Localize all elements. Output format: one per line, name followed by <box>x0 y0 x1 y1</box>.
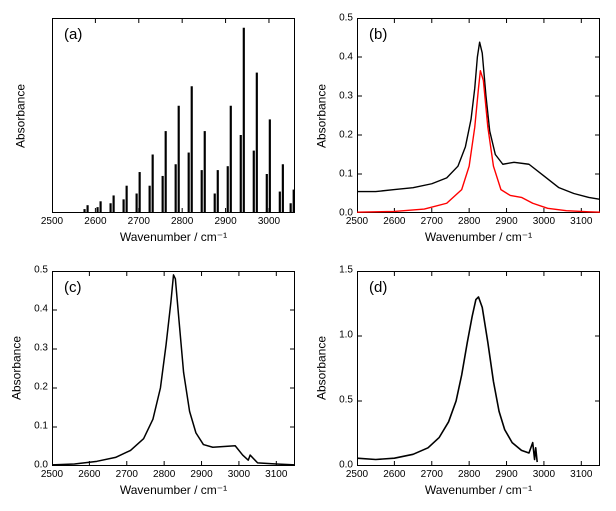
ytick-label: 0.5 <box>339 12 353 23</box>
xtick-label: 2700 <box>421 216 443 227</box>
panel-c: 25002600270028002900300031000.00.10.20.3… <box>10 263 301 502</box>
xtick-label: 3000 <box>533 469 555 480</box>
panel-b: 25002600270028002900300031000.00.10.20.3… <box>315 10 606 249</box>
panel-label: (c) <box>64 279 82 296</box>
xtick-label: 3000 <box>258 216 280 227</box>
panel-label: (d) <box>369 279 387 296</box>
x-axis-label: Wavenumber / cm⁻¹ <box>120 483 227 497</box>
xtick-label: 2700 <box>116 469 138 480</box>
panel-label: (b) <box>369 26 387 43</box>
xtick-label: 2900 <box>214 216 236 227</box>
xtick-label: 2800 <box>458 469 480 480</box>
xtick-label: 2800 <box>153 469 175 480</box>
x-axis-label: Wavenumber / cm⁻¹ <box>425 483 532 497</box>
ytick-label: 0.0 <box>339 207 353 218</box>
panel-a: 2500 2600 2700 2800 2900 3000 (a) Wavenumber / … <box>10 10 301 249</box>
xtick-label: 2700 <box>421 469 443 480</box>
xtick-label: 2900 <box>190 469 212 480</box>
y-axis-label: Absorbance <box>9 336 23 400</box>
xtick-label: 2600 <box>78 469 100 480</box>
plot-svg <box>357 271 600 466</box>
y-axis-label: Absorbance <box>13 83 27 147</box>
xtick-label: 3100 <box>570 469 592 480</box>
ytick-label: 1.0 <box>339 330 353 341</box>
ytick-label: 0.0 <box>34 460 48 471</box>
plot-svg <box>357 18 600 213</box>
xtick-label: 3000 <box>228 469 250 480</box>
xtick-label: 2700 <box>128 216 150 227</box>
ytick-label: 0.2 <box>339 129 353 140</box>
y-axis-label: Absorbance <box>314 83 328 147</box>
x-axis-label: Wavenumber / cm⁻¹ <box>120 230 227 244</box>
plot-svg <box>52 271 295 466</box>
ytick-label: 0.5 <box>339 395 353 406</box>
panel-label: (a) <box>64 26 82 43</box>
plot-svg <box>52 18 295 213</box>
x-axis-label: Wavenumber / cm⁻¹ <box>425 230 532 244</box>
ytick-label: 0.2 <box>34 382 48 393</box>
xtick-label: 2600 <box>383 216 405 227</box>
ytick-label: 0.3 <box>339 90 353 101</box>
xtick-label: 3100 <box>570 216 592 227</box>
xtick-label: 2600 <box>84 216 106 227</box>
xtick-label: 2800 <box>458 216 480 227</box>
ytick-label: 1.5 <box>339 265 353 276</box>
xtick-label: 3000 <box>533 216 555 227</box>
ytick-label: 0.1 <box>34 421 48 432</box>
xtick-label: 2600 <box>383 469 405 480</box>
ytick-label: 0.1 <box>339 168 353 179</box>
figure-grid: 2500 2600 2700 2800 2900 3000 (a) Wavenumber / … <box>0 0 616 511</box>
ytick-label: 0.3 <box>34 343 48 354</box>
panel-d: 25002600270028002900300031000.00.51.01.5… <box>315 263 606 502</box>
ytick-label: 0.4 <box>339 51 353 62</box>
ytick-label: 0.0 <box>339 460 353 471</box>
xtick-label: 2900 <box>495 216 517 227</box>
xtick-label: 3100 <box>265 469 287 480</box>
xtick-label: 2900 <box>495 469 517 480</box>
xtick-label: 2800 <box>171 216 193 227</box>
ytick-label: 0.4 <box>34 304 48 315</box>
xtick-label: 2500 <box>41 216 63 227</box>
ytick-label: 0.5 <box>34 265 48 276</box>
y-axis-label: Absorbance <box>314 336 328 400</box>
